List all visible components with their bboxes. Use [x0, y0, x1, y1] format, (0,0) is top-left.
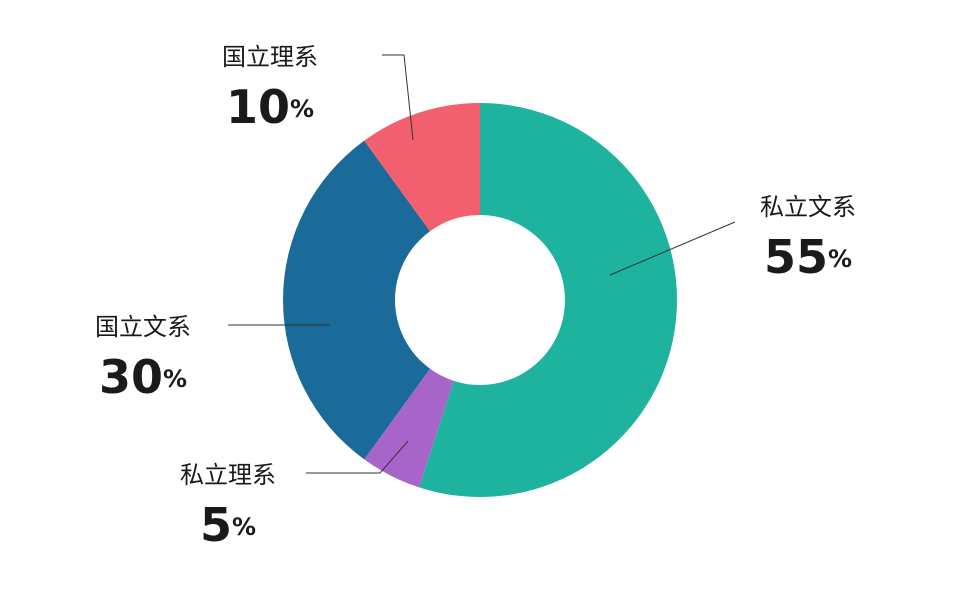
donut-segment — [283, 140, 431, 460]
value-label: 55% — [764, 230, 852, 284]
value-number: 30 — [99, 350, 163, 404]
value-unit: % — [828, 245, 852, 273]
value-number: 55 — [764, 230, 828, 284]
value-number: 5 — [200, 498, 232, 552]
value-label: 30% — [99, 350, 187, 404]
value-label: 10% — [226, 80, 314, 134]
leader-line — [609, 221, 736, 276]
category-label: 私立文系 — [760, 193, 856, 221]
donut-segment — [419, 103, 677, 497]
category-label: 国立文系 — [95, 313, 191, 341]
value-number: 10 — [226, 80, 290, 134]
value-unit: % — [290, 95, 314, 123]
category-label: 私立理系 — [180, 461, 276, 489]
donut-segment — [364, 103, 480, 232]
category-label: 国立理系 — [222, 43, 318, 71]
value-label: 5% — [200, 498, 256, 552]
leader-line — [382, 54, 414, 141]
value-unit: % — [232, 513, 256, 541]
donut-segment — [364, 368, 454, 488]
leader-line — [306, 440, 409, 474]
value-unit: % — [163, 365, 187, 393]
